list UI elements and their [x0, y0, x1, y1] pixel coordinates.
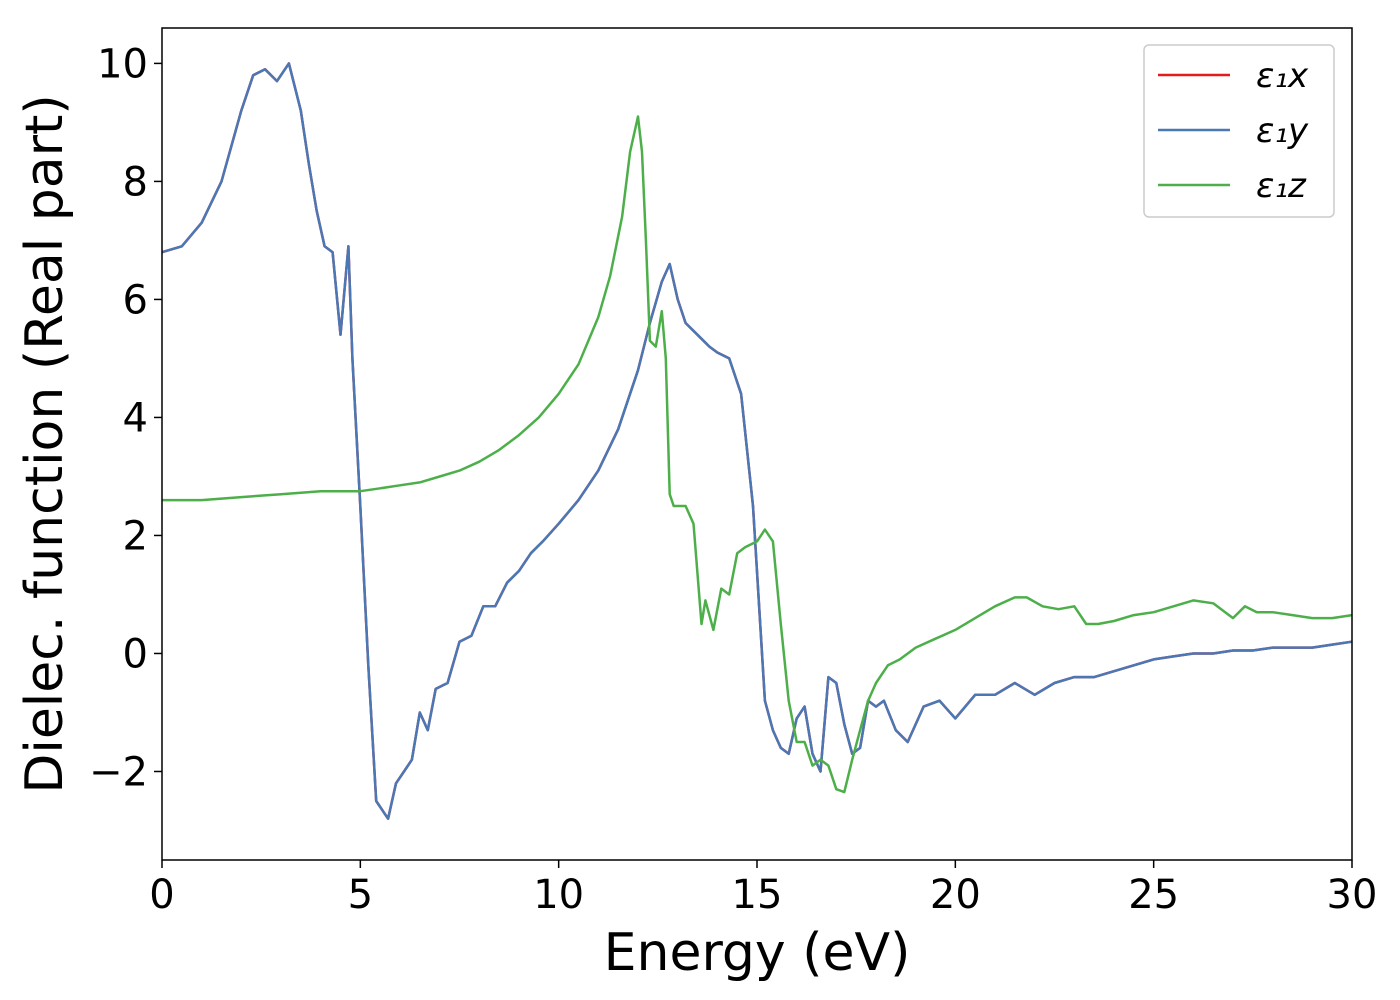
x-axis-label: Energy (eV)	[604, 923, 911, 983]
x-tick-label: 5	[348, 872, 373, 918]
series-line-2	[161, 62, 1353, 820]
x-tick-label: 30	[1327, 872, 1378, 918]
legend-box	[1143, 44, 1335, 218]
y-tick-label: 0	[123, 631, 148, 677]
series-lines	[161, 62, 1353, 820]
x-axis-ticks: 0 5 10 15 20 25 30	[149, 860, 1377, 918]
y-axis-ticks: −2 0 2 4 6 8 10	[89, 41, 162, 795]
y-tick-label: 6	[123, 277, 148, 323]
y-tick-label: 4	[123, 395, 148, 441]
legend-label: ε₁x	[1256, 56, 1309, 96]
y-axis-label: Dielec. function (Real part)	[15, 94, 75, 793]
y-tick-label: 10	[97, 41, 148, 87]
x-tick-label: 10	[533, 872, 584, 918]
x-tick-label: 25	[1128, 872, 1179, 918]
legend-label: ε₁z	[1256, 166, 1307, 206]
x-tick-label: 0	[149, 872, 174, 918]
legend-label: ε₁y	[1256, 111, 1309, 151]
y-tick-label: 2	[123, 513, 148, 559]
legend: ε₁x ε₁y ε₁z	[1143, 44, 1335, 218]
x-tick-label: 15	[732, 872, 783, 918]
x-tick-label: 20	[930, 872, 981, 918]
series-line-3	[162, 115, 1353, 794]
y-tick-label: 8	[123, 159, 148, 205]
y-tick-label: −2	[89, 749, 148, 795]
